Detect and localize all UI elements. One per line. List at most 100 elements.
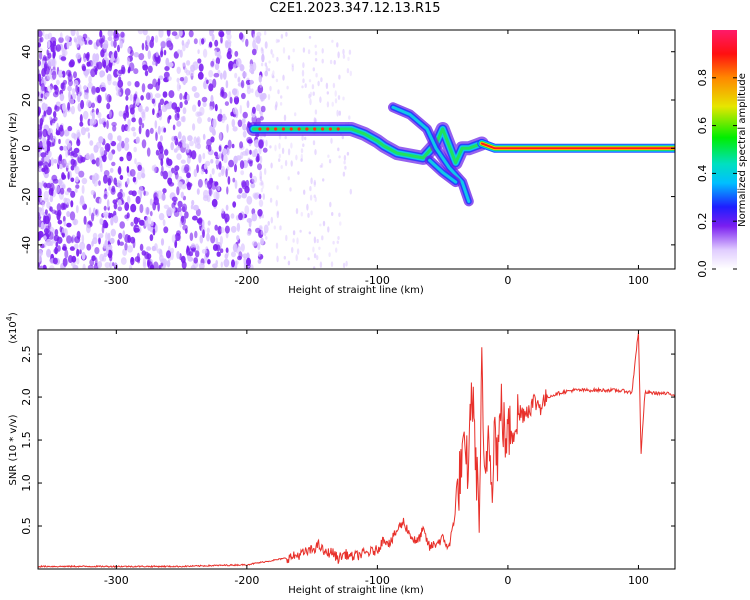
spectrogram-noise-blob [287,260,291,266]
spectrogram-noise-blob [334,90,337,97]
spectrogram-noise-blob [59,127,65,137]
spectrogram-noise-blob [54,246,58,255]
spectrogram-noise-blob [300,148,304,154]
spectrogram-noise-blob [338,155,341,159]
spectrogram-noise-blob [220,36,223,44]
spectrogram-noise-blob [236,222,241,232]
spectrogram-noise-blob [253,193,259,200]
spectrogram-noise-blob [81,234,85,244]
spectrogram-noise-blob [103,193,108,200]
spectrogram-noise-blob [65,35,70,42]
spectrogram-noise-blob [128,62,135,72]
colorbar-gradient [712,30,737,269]
spectrogram-noise-blob [39,197,43,203]
spectrogram-noise-blob [232,126,238,132]
spectrogram-noise-blob [145,35,151,43]
spectrogram-noise-blob [176,230,181,237]
spectrogram-noise-blob [276,185,279,190]
spectrogram-noise-blob [182,224,188,231]
spectrogram-noise-blob [225,80,229,89]
spectrogram-noise-blob [296,237,299,245]
x-tick-label: -200 [234,274,259,287]
spectrogram-noise-blob [67,149,71,156]
spectrogram-noise-blob [58,37,64,43]
spectrogram-noise-blob [214,63,220,71]
spectrogram-noise-blob [344,165,347,170]
spectrogram-noise-blob [38,187,42,197]
spectrogram-noise-blob [241,181,247,190]
spectrogram-noise-blob [270,49,273,55]
spectrogram-noise-blob [154,120,158,129]
spectrogram-noise-blob [208,70,214,78]
spectrogram-noise-blob [265,236,268,240]
spectrogram-noise-blob [301,69,305,77]
spectrogram-noise-blob [240,170,245,176]
spectrogram-noise-blob [179,211,183,217]
spectrogram-noise-blob [64,249,69,259]
spectrogram-noise-blob [56,101,61,107]
spectrogram-noise-blob [152,228,156,236]
spectrogram-noise-blob [250,182,256,189]
spectrogram-noise-blob [188,69,195,77]
spectrogram-noise-blob [202,219,205,229]
spectrogram-noise-blob [46,72,52,80]
spectrogram-noise-blob [309,194,313,201]
spectrogram-noise-blob [262,193,265,201]
colorbar-tick-label: 0.2 [696,212,709,230]
chart-title: C2E1.2023.347.12.13.R15 [269,1,441,16]
spectrogram-noise-blob [98,136,104,144]
spectrogram-noise-blob [192,61,199,71]
spectrogram-noise-blob [217,225,222,235]
spectrogram-noise-blob [259,116,264,121]
spectrogram-noise-blob [210,159,214,164]
spectrogram-noise-blob [232,63,237,70]
spectrogram-noise-blob [147,261,154,269]
spectrogram-noise-blob [176,145,181,151]
spectrogram-noise-blob [59,164,63,170]
spectrogram-noise-blob [224,101,229,106]
spectrogram-noise-blob [43,190,49,201]
spectrogram-noise-blob [138,125,142,135]
spectrogram-noise-blob [68,98,75,105]
spectrogram-noise-blob [70,236,74,244]
spectrogram-noise-blob [147,65,153,74]
spectrogram-noise-blob [87,82,93,89]
spectrogram-noise-blob [108,186,111,191]
spectrogram-noise-blob [218,145,222,152]
spectrogram-noise-blob [91,159,96,165]
spectrogram-noise-blob [124,88,131,96]
spectrogram-noise-blob [98,118,102,125]
spectrogram-noise-blob [236,235,240,241]
spectrogram-noise-blob [38,59,42,67]
spectrogram-noise-blob [45,182,52,189]
spectrogram-noise-blob [117,180,122,189]
snr-panel: -300 -200 -100 0 100 0.5 1.0 1.5 2.0 2.5 Height … [5,312,676,596]
spectrogram-y-ticks: -40 -20 0 20 40 [20,45,675,254]
spectrogram-secondary-branch [391,105,471,203]
spectrogram-noise-blob [275,199,278,207]
spectrogram-noise-blob [215,190,220,201]
spectrogram-noise-blob [100,49,105,58]
spectrogram-noise-blob [290,160,293,167]
spectrogram-noise-blob [193,136,197,144]
spectrogram-noise-blob [211,198,218,208]
spectrogram-noise-blob [250,88,254,93]
spectrogram-noise-blob [292,238,295,243]
spectrogram-noise-blob [54,185,60,194]
spectrogram-noise-blob [53,159,58,164]
spectrogram-noise-blob [228,159,235,168]
spectrogram-noise-blob [141,250,147,256]
spectrogram-noise-blob [107,232,111,242]
spectrogram-noise-blob [63,145,68,151]
spectrogram-noise-blob [283,255,286,260]
spectrogram-noise-blob [302,78,305,83]
spectrogram-noise-blob [70,165,75,171]
spectrogram-noise-blob [69,246,75,251]
y-tick-label: 20 [20,93,33,107]
spectrogram-noise-blob [130,107,135,115]
spectrogram-noise-blob [291,246,294,254]
spectrogram-noise-blob [313,194,316,198]
spectrogram-peak-dot [321,127,325,131]
spectrogram-noise-blob [118,110,124,117]
